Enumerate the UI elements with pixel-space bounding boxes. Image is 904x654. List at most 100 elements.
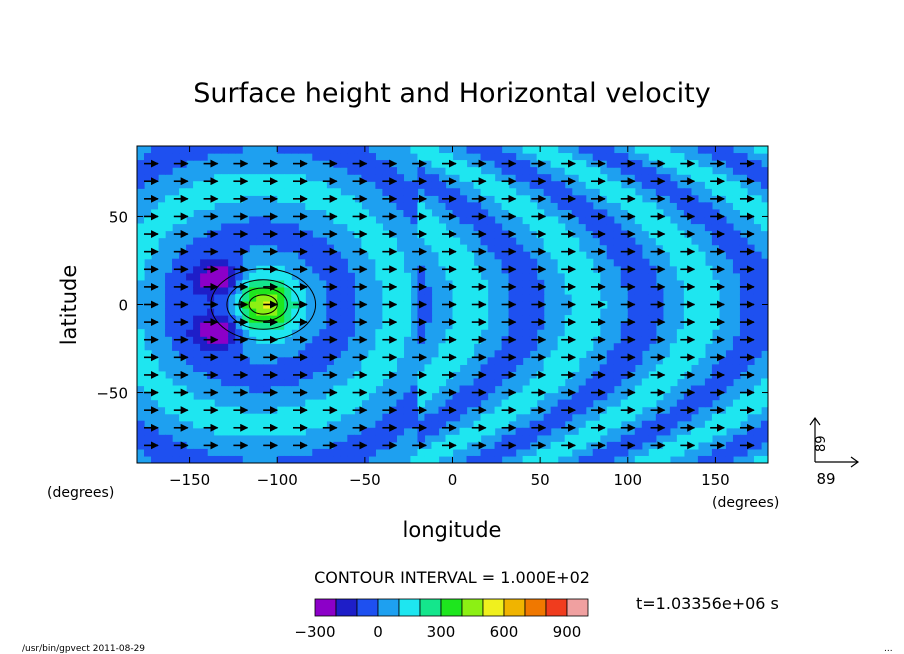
field-cell — [627, 329, 636, 337]
field-cell — [697, 265, 706, 274]
field-cell — [550, 455, 559, 463]
field-cell — [221, 195, 229, 203]
field-cell — [543, 427, 552, 436]
y-unit-label: (degrees) — [47, 485, 114, 501]
field-cell — [179, 329, 187, 337]
field-cell — [599, 188, 608, 196]
field-cell — [585, 329, 594, 337]
field-cell — [711, 308, 720, 316]
field-cell — [263, 322, 271, 330]
field-cell — [452, 286, 461, 295]
field-cell — [529, 174, 538, 182]
field-cell — [711, 153, 720, 161]
field-cell — [571, 251, 580, 260]
field-cell — [494, 420, 503, 429]
field-cell — [641, 315, 650, 323]
field-cell — [438, 188, 447, 196]
field-cell — [739, 399, 748, 408]
field-cell — [501, 357, 510, 365]
field-cell — [466, 322, 475, 330]
field-cell — [641, 272, 650, 281]
field-cell — [382, 350, 390, 358]
field-cell — [648, 174, 657, 182]
field-cell — [613, 251, 622, 260]
field-cell — [452, 343, 461, 351]
field-cell — [459, 343, 468, 351]
field-cell — [221, 258, 229, 267]
field-cell — [613, 448, 622, 457]
field-cell — [340, 329, 348, 337]
field-cell — [186, 413, 194, 422]
field-cell — [242, 181, 250, 189]
field-cell — [522, 174, 531, 182]
field-cell — [186, 315, 194, 323]
field-cell — [606, 420, 615, 429]
field-cell — [543, 244, 552, 253]
field-cell — [697, 329, 706, 337]
field-cell — [592, 427, 601, 436]
field-cell — [326, 329, 334, 337]
field-cell — [522, 434, 531, 443]
field-cell — [508, 202, 517, 210]
field-cell — [256, 378, 264, 387]
field-cell — [368, 216, 376, 225]
field-cell — [172, 202, 180, 210]
field-cell — [522, 216, 531, 225]
field-cell — [368, 230, 376, 239]
field-cell — [655, 188, 664, 196]
field-cell — [613, 153, 622, 161]
field-cell — [578, 399, 587, 408]
field-cell — [473, 455, 482, 463]
field-cell — [459, 357, 468, 365]
field-cell — [228, 237, 236, 246]
field-cell — [207, 308, 215, 316]
field-cell — [480, 146, 489, 154]
field-cell — [284, 420, 292, 429]
field-cell — [634, 350, 643, 358]
field-cell — [361, 167, 369, 175]
field-cell — [508, 237, 517, 246]
field-cell — [256, 371, 264, 380]
field-cell — [396, 315, 405, 323]
field-cell — [613, 343, 622, 351]
field-cell — [354, 392, 362, 401]
field-cell — [137, 230, 145, 239]
field-cell — [466, 392, 475, 401]
field-cell — [732, 371, 741, 380]
field-cell — [403, 181, 412, 189]
field-cell — [228, 279, 236, 288]
y-axis-label: latitude — [57, 265, 81, 346]
field-cell — [242, 188, 250, 196]
field-cell — [249, 181, 257, 189]
field-cell — [326, 251, 334, 260]
field-cell — [760, 272, 768, 281]
corner-mark: ... — [884, 644, 893, 654]
field-cell — [235, 244, 243, 253]
field-cell — [368, 364, 376, 373]
field-cell — [326, 202, 334, 210]
field-cell — [683, 308, 692, 316]
field-cell — [228, 174, 236, 182]
field-cell — [256, 300, 264, 309]
field-cell — [536, 392, 545, 401]
field-cell — [333, 188, 341, 196]
field-cell — [522, 286, 531, 295]
field-cell — [396, 272, 405, 281]
field-cell — [242, 237, 250, 246]
field-cell — [473, 378, 482, 387]
field-cell — [382, 167, 390, 175]
field-cell — [613, 195, 622, 203]
field-cell — [627, 258, 636, 267]
field-cell — [151, 364, 159, 373]
field-cell — [284, 378, 292, 387]
field-cell — [326, 272, 334, 281]
field-cell — [396, 329, 405, 337]
field-cell — [760, 293, 768, 302]
field-cell — [333, 251, 341, 260]
field-cell — [501, 399, 510, 408]
field-cell — [165, 378, 173, 387]
field-cell — [725, 244, 734, 253]
field-cell — [662, 153, 671, 161]
field-cell — [389, 258, 398, 267]
field-cell — [550, 385, 559, 394]
